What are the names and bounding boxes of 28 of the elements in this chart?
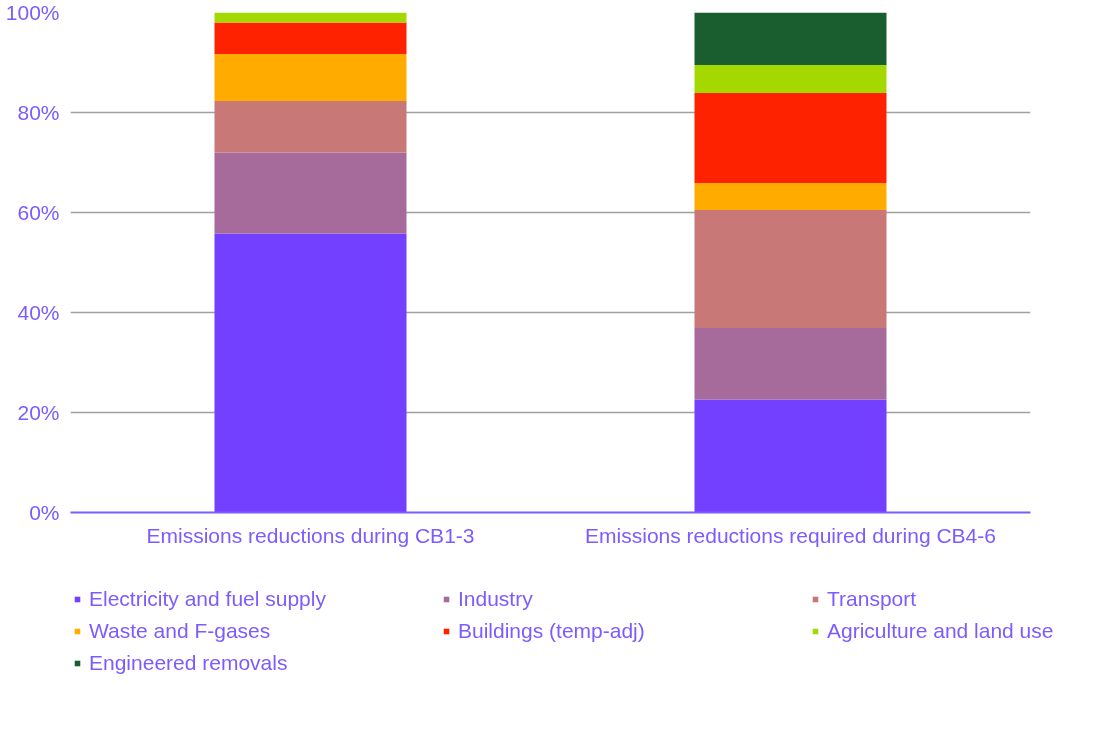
legend-label: Transport <box>827 587 918 611</box>
bar <box>214 54 407 101</box>
bar <box>694 210 887 328</box>
bar <box>694 12 887 65</box>
legend-label: Engineered removals <box>89 651 289 675</box>
bar <box>214 101 407 153</box>
y-tick-label: 40% <box>17 301 60 324</box>
legend-label: Agriculture and land use <box>827 619 1055 643</box>
x-tick-label: Emissions reductions during CB1-3 <box>146 523 475 547</box>
y-tick-label: 20% <box>17 401 60 424</box>
bar <box>214 22 407 54</box>
y-tick-label: 100% <box>5 1 60 24</box>
legend-label: Industry <box>458 587 534 611</box>
bar <box>214 12 407 23</box>
bar <box>214 152 407 234</box>
bar <box>694 399 887 513</box>
y-tick-label: 0% <box>29 501 60 524</box>
bar <box>694 65 887 93</box>
legend-label: Buildings (temp-adj) <box>458 619 646 643</box>
legend-label: Electricity and fuel supply <box>89 587 327 611</box>
y-tick-label: 60% <box>17 201 60 224</box>
bar <box>214 233 407 513</box>
y-tick-label: 80% <box>17 101 60 124</box>
legend-label: Waste and F-gases <box>89 619 272 643</box>
bar <box>694 93 887 183</box>
bar <box>694 183 887 210</box>
bar <box>694 328 887 400</box>
x-tick-label: Emissions reductions required during CB4-6 <box>585 523 996 547</box>
